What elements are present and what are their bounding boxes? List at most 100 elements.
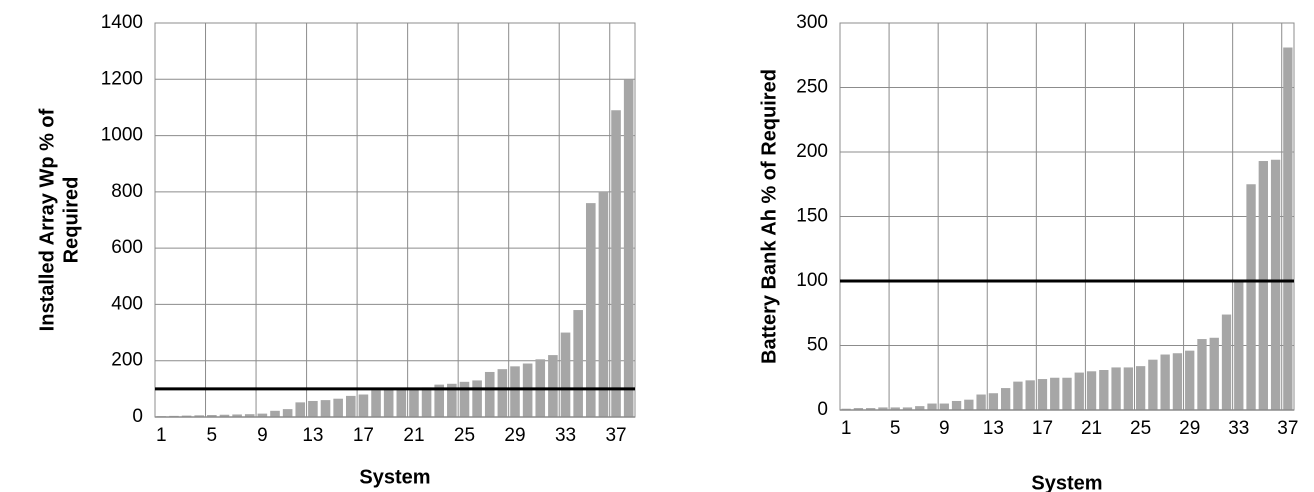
bar: [1234, 281, 1244, 410]
x-tick-label: 37: [1277, 418, 1298, 439]
bar: [915, 406, 925, 410]
x-tick-label: 13: [983, 418, 1004, 439]
bar: [598, 191, 609, 417]
bar: [497, 369, 508, 417]
x-tick-label: 9: [257, 425, 268, 446]
bar: [1025, 380, 1035, 410]
x-tick-label: 9: [939, 418, 950, 439]
bar: [1050, 377, 1060, 410]
bar: [484, 371, 495, 417]
bar: [1135, 366, 1146, 410]
bar: [623, 79, 634, 418]
bar: [207, 415, 217, 417]
bar: [1283, 47, 1293, 410]
bar: [927, 403, 937, 410]
bar: [1123, 367, 1134, 410]
bar: [232, 414, 242, 417]
bar: [1062, 377, 1072, 410]
bar: [396, 388, 407, 417]
y-tick-label: 100: [796, 270, 828, 291]
bar: [853, 408, 864, 410]
bar: [244, 414, 255, 417]
bar: [1172, 353, 1183, 410]
x-tick-label: 1: [156, 425, 167, 446]
x-tick-label: 25: [1130, 418, 1151, 439]
x-tick-label: 21: [403, 425, 424, 446]
bar: [1037, 379, 1048, 410]
bar: [1013, 381, 1023, 410]
y-tick-label: 50: [807, 335, 828, 356]
chart: 0 50 100 150 200 250 300 1 5 9 13 17 21 25 29 33 37 Syste…: [758, 12, 1298, 492]
x-tick-label: 29: [504, 425, 525, 446]
bar: [1246, 184, 1256, 410]
y-axis-title: Battery Bank Ah % of Required: [758, 69, 780, 364]
x-tick-label: 21: [1081, 418, 1102, 439]
x-tick-label: 33: [555, 425, 576, 446]
bar: [358, 394, 369, 417]
bar: [573, 310, 583, 417]
y-tick-label: 250: [796, 77, 828, 98]
x-tick-label: 1: [841, 418, 852, 439]
bar: [447, 383, 457, 417]
bar: [510, 366, 520, 417]
bar: [409, 388, 419, 417]
bar: [866, 408, 876, 410]
bar: [878, 407, 888, 410]
bar: [976, 394, 986, 410]
bar: [548, 355, 558, 417]
bar: [421, 387, 432, 417]
bar: [1086, 371, 1097, 410]
x-tick-label: 17: [353, 425, 374, 446]
y-tick-label: 400: [111, 293, 143, 314]
bar: [1209, 337, 1219, 410]
bar: [270, 410, 280, 417]
chart: 0 200 400 600 800 1000 1200 1400 1 5 9 13 17 21 25 29 33…: [36, 12, 636, 488]
y-tick-label: 200: [796, 141, 828, 162]
bar: [1160, 354, 1170, 410]
bar: [282, 409, 293, 417]
x-tick-label: 37: [605, 425, 626, 446]
bar: [1185, 350, 1195, 410]
bar: [459, 381, 470, 417]
y-tick-label: 1200: [101, 68, 143, 89]
bar: [1074, 372, 1084, 410]
y-tick-label: 0: [132, 406, 143, 427]
bar: [194, 415, 205, 417]
y-tick-label: 1000: [101, 125, 143, 146]
y-axis-title: Required: [60, 177, 82, 264]
bar: [1111, 367, 1121, 410]
bar: [333, 398, 343, 417]
bar: [988, 393, 999, 410]
y-tick-label: 150: [796, 206, 828, 227]
bar: [1221, 314, 1232, 410]
bar: [585, 203, 596, 417]
x-tick-label: 13: [302, 425, 323, 446]
y-axis-title: Installed Array Wp % of: [36, 108, 58, 331]
bar: [371, 390, 381, 417]
bar: [308, 400, 318, 417]
bar: [1270, 159, 1281, 410]
bar: [472, 380, 482, 417]
bar: [939, 403, 949, 410]
bar: [1099, 370, 1109, 410]
bar: [1148, 359, 1158, 410]
bar: [1197, 339, 1207, 410]
x-tick-label: 25: [454, 425, 475, 446]
bar: [951, 400, 962, 410]
bar: [345, 395, 356, 417]
x-axis-title: System: [1031, 472, 1102, 492]
x-tick-label: 5: [890, 418, 901, 439]
bar: [219, 414, 230, 417]
bar: [434, 384, 445, 417]
x-tick-label: 17: [1032, 418, 1053, 439]
bar: [964, 399, 974, 410]
x-tick-label: 29: [1179, 418, 1200, 439]
y-tick-label: 800: [111, 181, 143, 202]
y-tick-label: 0: [817, 399, 828, 420]
bar: [295, 402, 306, 417]
y-tick-label: 600: [111, 237, 143, 258]
x-tick-label: 5: [207, 425, 218, 446]
bar: [890, 407, 900, 410]
x-axis-title: System: [359, 466, 430, 488]
